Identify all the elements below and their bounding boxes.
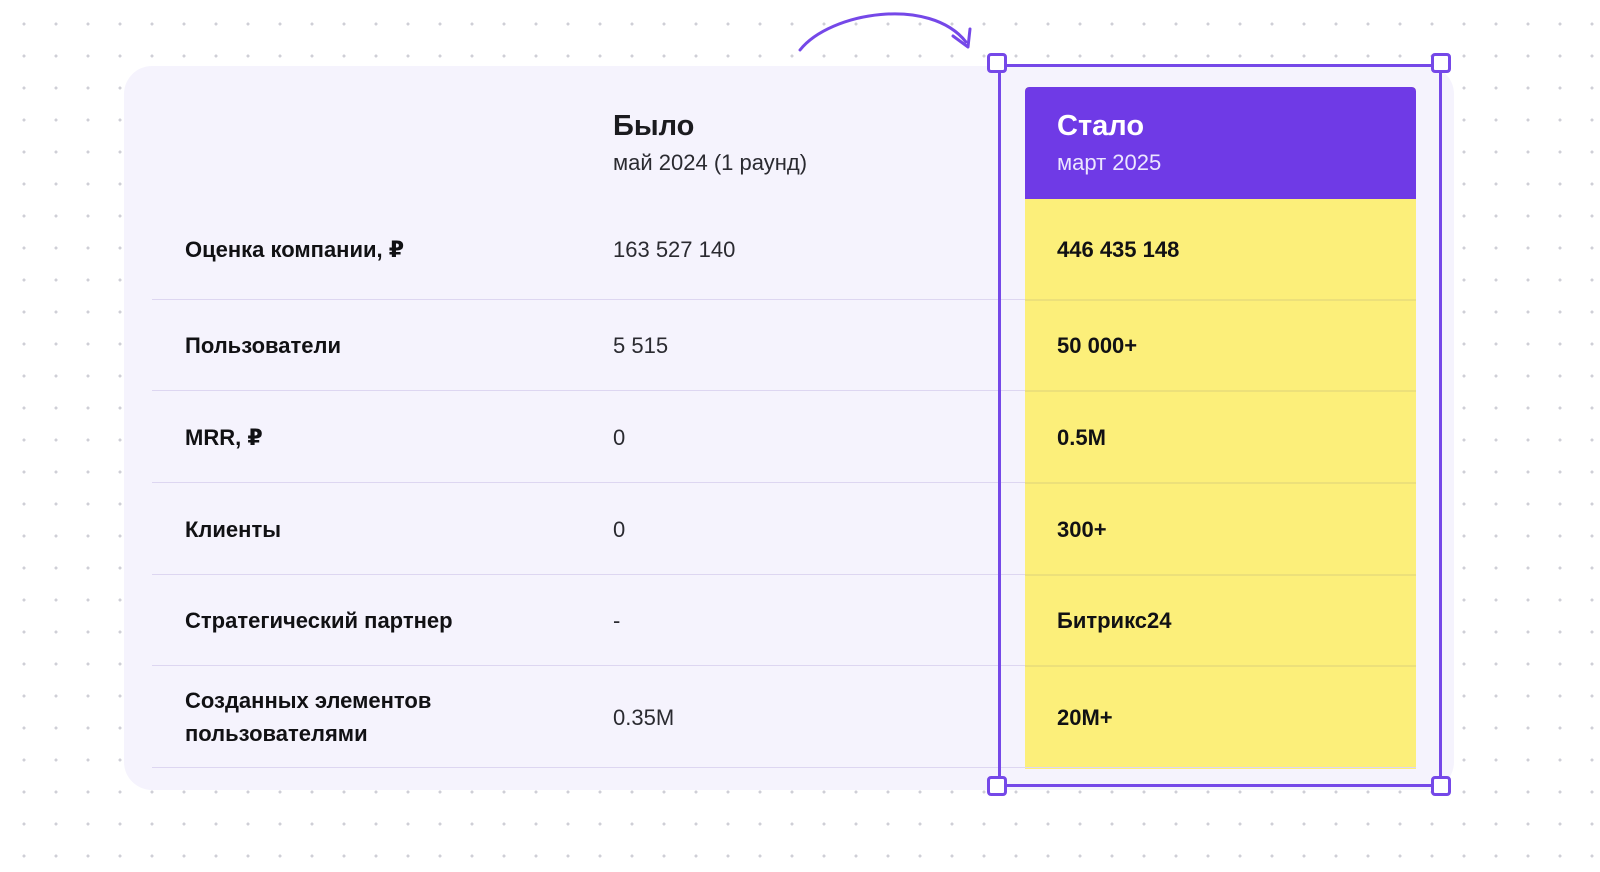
resize-handle-icon[interactable] <box>987 776 1007 796</box>
before-subtitle: май 2024 (1 раунд) <box>613 150 808 175</box>
row-label: Пользователи <box>185 332 342 358</box>
row-label: Оценка компании, ₽ <box>185 236 405 262</box>
row-divider <box>1025 390 1416 392</box>
after-title: Стало <box>1057 110 1145 142</box>
row-after-value: 50 000+ <box>1057 332 1138 358</box>
row-divider <box>1025 299 1416 301</box>
before-title: Было <box>613 110 695 142</box>
resize-handle-icon[interactable] <box>1431 776 1451 796</box>
resize-handle-icon[interactable] <box>1431 53 1451 73</box>
after-subtitle: март 2025 <box>1057 150 1162 175</box>
table-row: Оценка компании, ₽ 163 527 140 446 435 1… <box>152 199 1416 301</box>
row-after-value: Битрикс24 <box>1057 608 1172 633</box>
row-before-value: 163 527 140 <box>613 236 736 262</box>
table-row: Созданных элементов пользователями 0.35M… <box>152 667 1416 768</box>
row-label: Клиенты <box>185 516 282 542</box>
table-row: Клиенты 0 300+ <box>152 484 1416 576</box>
after-column-header: Стало март 2025 <box>1025 87 1416 199</box>
table-row: MRR, ₽ 0 0.5M <box>152 392 1416 484</box>
row-before-value: 5 515 <box>613 332 669 358</box>
curved-arrow-icon <box>798 12 972 52</box>
row-divider <box>1025 482 1416 484</box>
row-label: Созданных элементов пользователями <box>185 688 432 746</box>
row-before-value: 0 <box>613 516 626 542</box>
row-before-value: 0 <box>613 424 626 450</box>
row-after-value: 446 435 148 <box>1057 236 1180 262</box>
after-column: Стало март 2025 <box>1025 87 1416 769</box>
row-after-value: 0.5M <box>1057 424 1106 450</box>
row-after-value: 20M+ <box>1057 704 1113 730</box>
row-after-value: 300+ <box>1057 516 1107 542</box>
row-divider <box>1025 574 1416 576</box>
row-label: MRR, ₽ <box>185 424 263 450</box>
resize-handle-icon[interactable] <box>987 53 1007 73</box>
row-before-value: 0.35M <box>613 704 675 730</box>
before-column-header: Было май 2024 (1 раунд) <box>613 108 807 178</box>
row-label: Стратегический партнер <box>185 608 453 633</box>
row-before-value: - <box>613 608 621 633</box>
table-row: Стратегический партнер - Битрикс24 <box>152 576 1416 667</box>
row-divider <box>1025 665 1416 667</box>
table-row: Пользователи 5 515 50 000+ <box>152 300 1416 392</box>
